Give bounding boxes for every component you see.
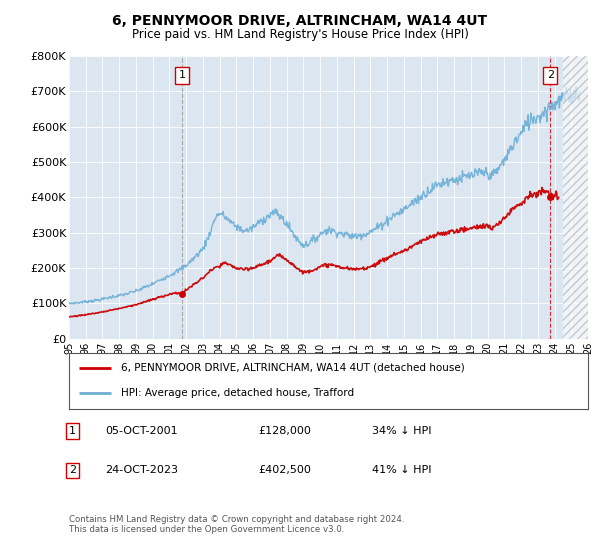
Text: Contains HM Land Registry data © Crown copyright and database right 2024.: Contains HM Land Registry data © Crown c… [69, 515, 404, 524]
Text: HPI: Average price, detached house, Trafford: HPI: Average price, detached house, Traf… [121, 388, 354, 398]
Text: This data is licensed under the Open Government Licence v3.0.: This data is licensed under the Open Gov… [69, 525, 344, 534]
Text: 6, PENNYMOOR DRIVE, ALTRINCHAM, WA14 4UT (detached house): 6, PENNYMOOR DRIVE, ALTRINCHAM, WA14 4UT… [121, 363, 464, 373]
Text: 05-OCT-2001: 05-OCT-2001 [105, 426, 178, 436]
Text: 1: 1 [179, 71, 185, 81]
Text: £128,000: £128,000 [258, 426, 311, 436]
Bar [563, 56, 588, 339]
Text: Price paid vs. HM Land Registry's House Price Index (HPI): Price paid vs. HM Land Registry's House … [131, 28, 469, 41]
Text: 6, PENNYMOOR DRIVE, ALTRINCHAM, WA14 4UT: 6, PENNYMOOR DRIVE, ALTRINCHAM, WA14 4UT [112, 14, 488, 28]
Text: 34% ↓ HPI: 34% ↓ HPI [372, 426, 431, 436]
Text: 2: 2 [69, 465, 76, 475]
Text: £402,500: £402,500 [258, 465, 311, 475]
Text: 24-OCT-2023: 24-OCT-2023 [105, 465, 178, 475]
Text: 41% ↓ HPI: 41% ↓ HPI [372, 465, 431, 475]
Text: 2: 2 [547, 71, 554, 81]
Text: 1: 1 [69, 426, 76, 436]
